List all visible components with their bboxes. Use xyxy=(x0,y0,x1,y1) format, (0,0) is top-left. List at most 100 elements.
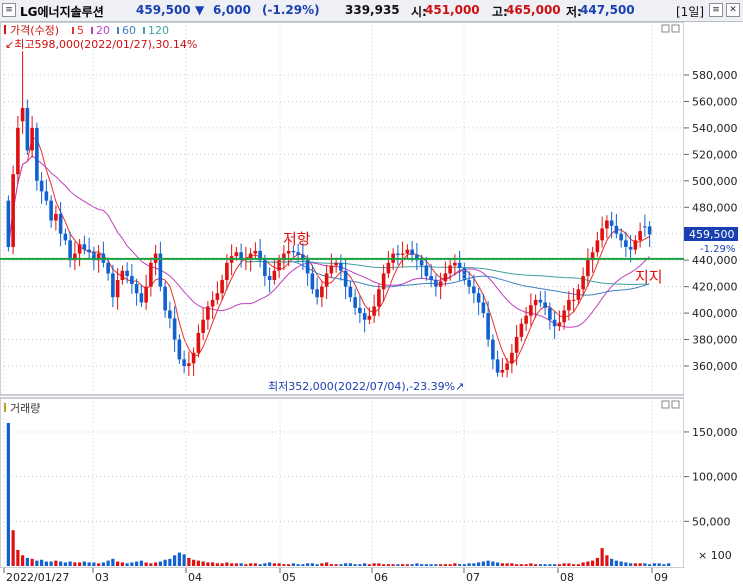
ma-line-5 xyxy=(7,137,650,365)
candle-body xyxy=(514,336,519,353)
volume-bar xyxy=(386,564,390,566)
candle-body xyxy=(481,302,486,314)
volume-bar xyxy=(614,560,618,566)
candle-body xyxy=(139,293,144,303)
volume-bar xyxy=(163,559,167,566)
candle-body xyxy=(163,286,167,311)
candle-body xyxy=(324,273,329,287)
volume-bar xyxy=(610,558,614,566)
volume-bar xyxy=(135,561,139,566)
volume-tick-label: 50,000 xyxy=(692,515,731,528)
candle-body xyxy=(348,286,353,298)
resistance-label: 저항 xyxy=(283,230,311,248)
volume-bar xyxy=(329,564,333,566)
volume-panel-menu-icon[interactable] xyxy=(661,400,670,409)
legend-ma-label: 5 xyxy=(77,24,84,37)
candle-body xyxy=(529,305,533,316)
current-price: 459,500 xyxy=(136,3,191,17)
volume-bar xyxy=(391,564,395,566)
menu-icon[interactable]: ≡ xyxy=(2,3,16,17)
close-icon[interactable]: ✕ xyxy=(726,3,740,17)
candle-body xyxy=(533,299,538,306)
volume-bar xyxy=(524,564,528,566)
list-icon[interactable]: ≡ xyxy=(709,3,723,17)
candle-body xyxy=(149,262,153,287)
volume-bar xyxy=(367,564,371,566)
volume-bar xyxy=(206,562,210,566)
volume-value: 339,935 xyxy=(345,3,400,17)
candle-body xyxy=(472,286,476,294)
stock-name[interactable]: LG에너지솔루션 xyxy=(20,5,104,19)
candle-body xyxy=(68,240,72,261)
candle-body xyxy=(334,262,338,266)
candle-body xyxy=(467,280,471,287)
volume-bar xyxy=(291,563,295,566)
candle-body xyxy=(225,262,229,281)
candle-body xyxy=(372,306,376,316)
legend-ma-marker xyxy=(117,27,119,34)
price-panel xyxy=(0,22,685,396)
volume-panel-close-icon[interactable] xyxy=(671,400,680,409)
candle-body xyxy=(206,306,210,320)
price-tick-label: 380,000 xyxy=(692,334,738,347)
legend-ma-marker xyxy=(143,27,145,34)
volume-bar xyxy=(282,564,286,566)
volume-bar xyxy=(44,561,48,566)
volume-bar xyxy=(154,562,158,566)
volume-bar xyxy=(543,564,547,566)
candle-body xyxy=(49,200,53,221)
volume-bar xyxy=(230,563,234,566)
volume-bar xyxy=(652,563,656,566)
volume-bar xyxy=(443,564,447,566)
volume-bar xyxy=(106,560,110,566)
stock-chart: 580,000 560,000 540,000 520,000 500,000 480,0… xyxy=(0,22,743,587)
high-annotation: ↙최고598,000(2022/01/27),30.14% xyxy=(5,38,197,51)
candle-body xyxy=(172,318,177,340)
volume-bar xyxy=(325,562,329,566)
volume-tick-label: 150,000 xyxy=(692,426,738,439)
volume-bar xyxy=(144,562,148,566)
volume-bar xyxy=(101,562,105,566)
candle-body xyxy=(20,108,25,122)
candle-body xyxy=(30,127,34,151)
volume-bar xyxy=(562,563,566,566)
candle-body xyxy=(600,228,604,241)
candle-body xyxy=(277,260,281,271)
candle-body xyxy=(291,250,296,253)
volume-bar xyxy=(548,564,552,566)
volume-bar xyxy=(263,563,267,566)
candle-body xyxy=(647,226,652,235)
candle-body xyxy=(144,286,148,303)
price-tick-label: 560,000 xyxy=(692,95,738,108)
price-tick-label: 420,000 xyxy=(692,281,738,294)
price-panel-menu-icon[interactable] xyxy=(661,24,670,33)
candle-body xyxy=(16,127,20,175)
volume-bar xyxy=(168,558,172,566)
candle-body xyxy=(448,265,452,274)
candle-body xyxy=(191,352,196,364)
candle-body xyxy=(562,310,566,323)
candle-body xyxy=(234,252,239,257)
price-panel-close-icon[interactable] xyxy=(671,24,680,33)
candle-body xyxy=(624,240,628,247)
candle-body xyxy=(63,233,68,241)
y-axis-area xyxy=(684,22,743,568)
volume-bar xyxy=(59,561,63,566)
candle-body xyxy=(286,250,291,254)
candle-body xyxy=(605,220,609,229)
candle-body xyxy=(519,323,524,337)
ma-line-60 xyxy=(245,260,650,296)
candle-body xyxy=(44,191,49,201)
price-tick-label: 480,000 xyxy=(692,201,738,214)
period-selector[interactable]: [1일] xyxy=(676,5,705,19)
legend-volume-marker xyxy=(4,403,6,412)
volume-bar xyxy=(348,563,352,566)
candle-body xyxy=(134,283,139,294)
volume-bar xyxy=(111,558,115,566)
volume-bar xyxy=(272,563,276,566)
candle-body xyxy=(329,265,334,274)
volume-bar xyxy=(258,564,262,566)
volume-bar xyxy=(619,561,623,566)
candle-body xyxy=(495,359,500,373)
volume-bar xyxy=(591,560,595,566)
